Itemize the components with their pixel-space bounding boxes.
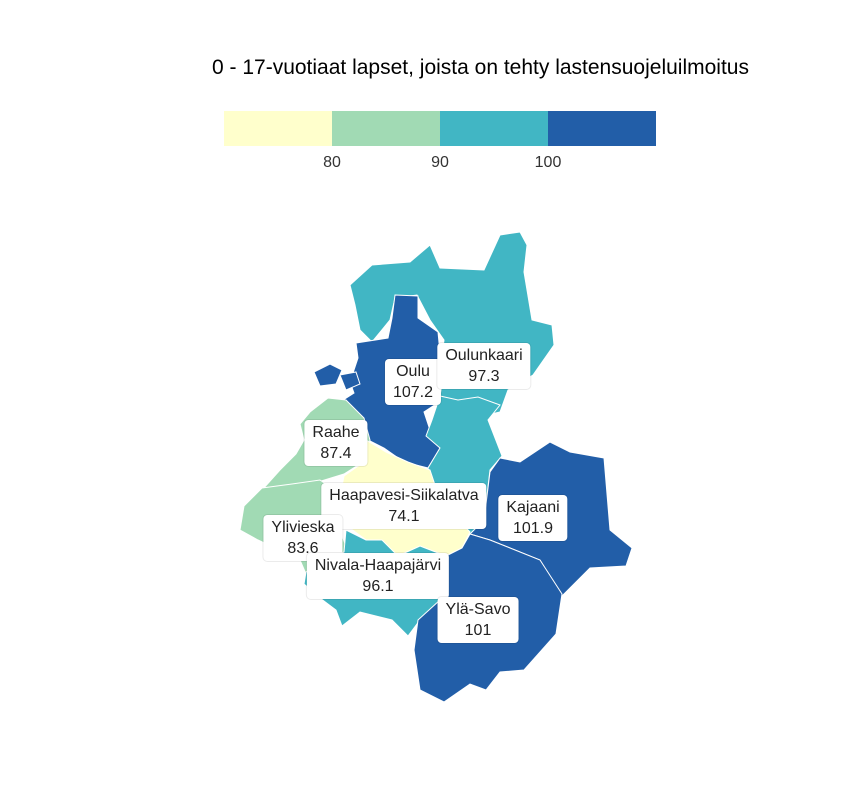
legend-swatch-1: [224, 111, 332, 146]
label-nivala-haapajarvi-name: Nivala-Haapajärvi: [314, 557, 442, 574]
label-oulu-value: 107.2: [392, 384, 434, 401]
label-yla-savo: Ylä-Savo 101: [437, 597, 519, 643]
map-title: 0 - 17-vuotiaat lapset, joista on tehty …: [212, 56, 749, 79]
label-oulunkaari-name: Oulunkaari: [445, 347, 523, 364]
label-haapavesi-siikalatva-value: 74.1: [388, 508, 420, 525]
label-kajaani-value: 101.9: [512, 520, 554, 537]
label-raahe-value: 87.4: [320, 445, 352, 462]
region-oulu-islands: [313, 363, 361, 391]
legend-tick-100: 100: [534, 154, 562, 171]
label-raahe: Raahe 87.4: [304, 420, 368, 466]
legend-swatch-4: [548, 111, 656, 146]
color-legend: [224, 111, 656, 146]
legend-tick-90: 90: [431, 154, 449, 171]
label-ylivieska-name: Ylivieska: [271, 519, 335, 536]
label-kajaani: Kajaani 101.9: [498, 495, 568, 541]
legend-swatch-2: [332, 111, 440, 146]
label-oulu: Oulu 107.2: [384, 359, 442, 405]
label-raahe-name: Raahe: [312, 424, 360, 441]
label-haapavesi-siikalatva: Haapavesi-Siikalatva 74.1: [321, 483, 487, 529]
label-ylivieska-value: 83.6: [287, 540, 319, 557]
label-oulunkaari-value: 97.3: [468, 368, 500, 385]
label-oulu-name: Oulu: [396, 363, 430, 380]
label-nivala-haapajarvi: Nivala-Haapajärvi 96.1: [306, 553, 450, 599]
legend-tick-80: 80: [323, 154, 341, 171]
label-yla-savo-value: 101: [464, 622, 492, 639]
label-nivala-haapajarvi-value: 96.1: [362, 578, 394, 595]
label-haapavesi-siikalatva-name: Haapavesi-Siikalatva: [329, 487, 479, 504]
label-kajaani-name: Kajaani: [506, 499, 560, 516]
label-oulunkaari: Oulunkaari 97.3: [437, 343, 531, 389]
label-yla-savo-name: Ylä-Savo: [445, 601, 511, 618]
legend-swatch-3: [440, 111, 548, 146]
